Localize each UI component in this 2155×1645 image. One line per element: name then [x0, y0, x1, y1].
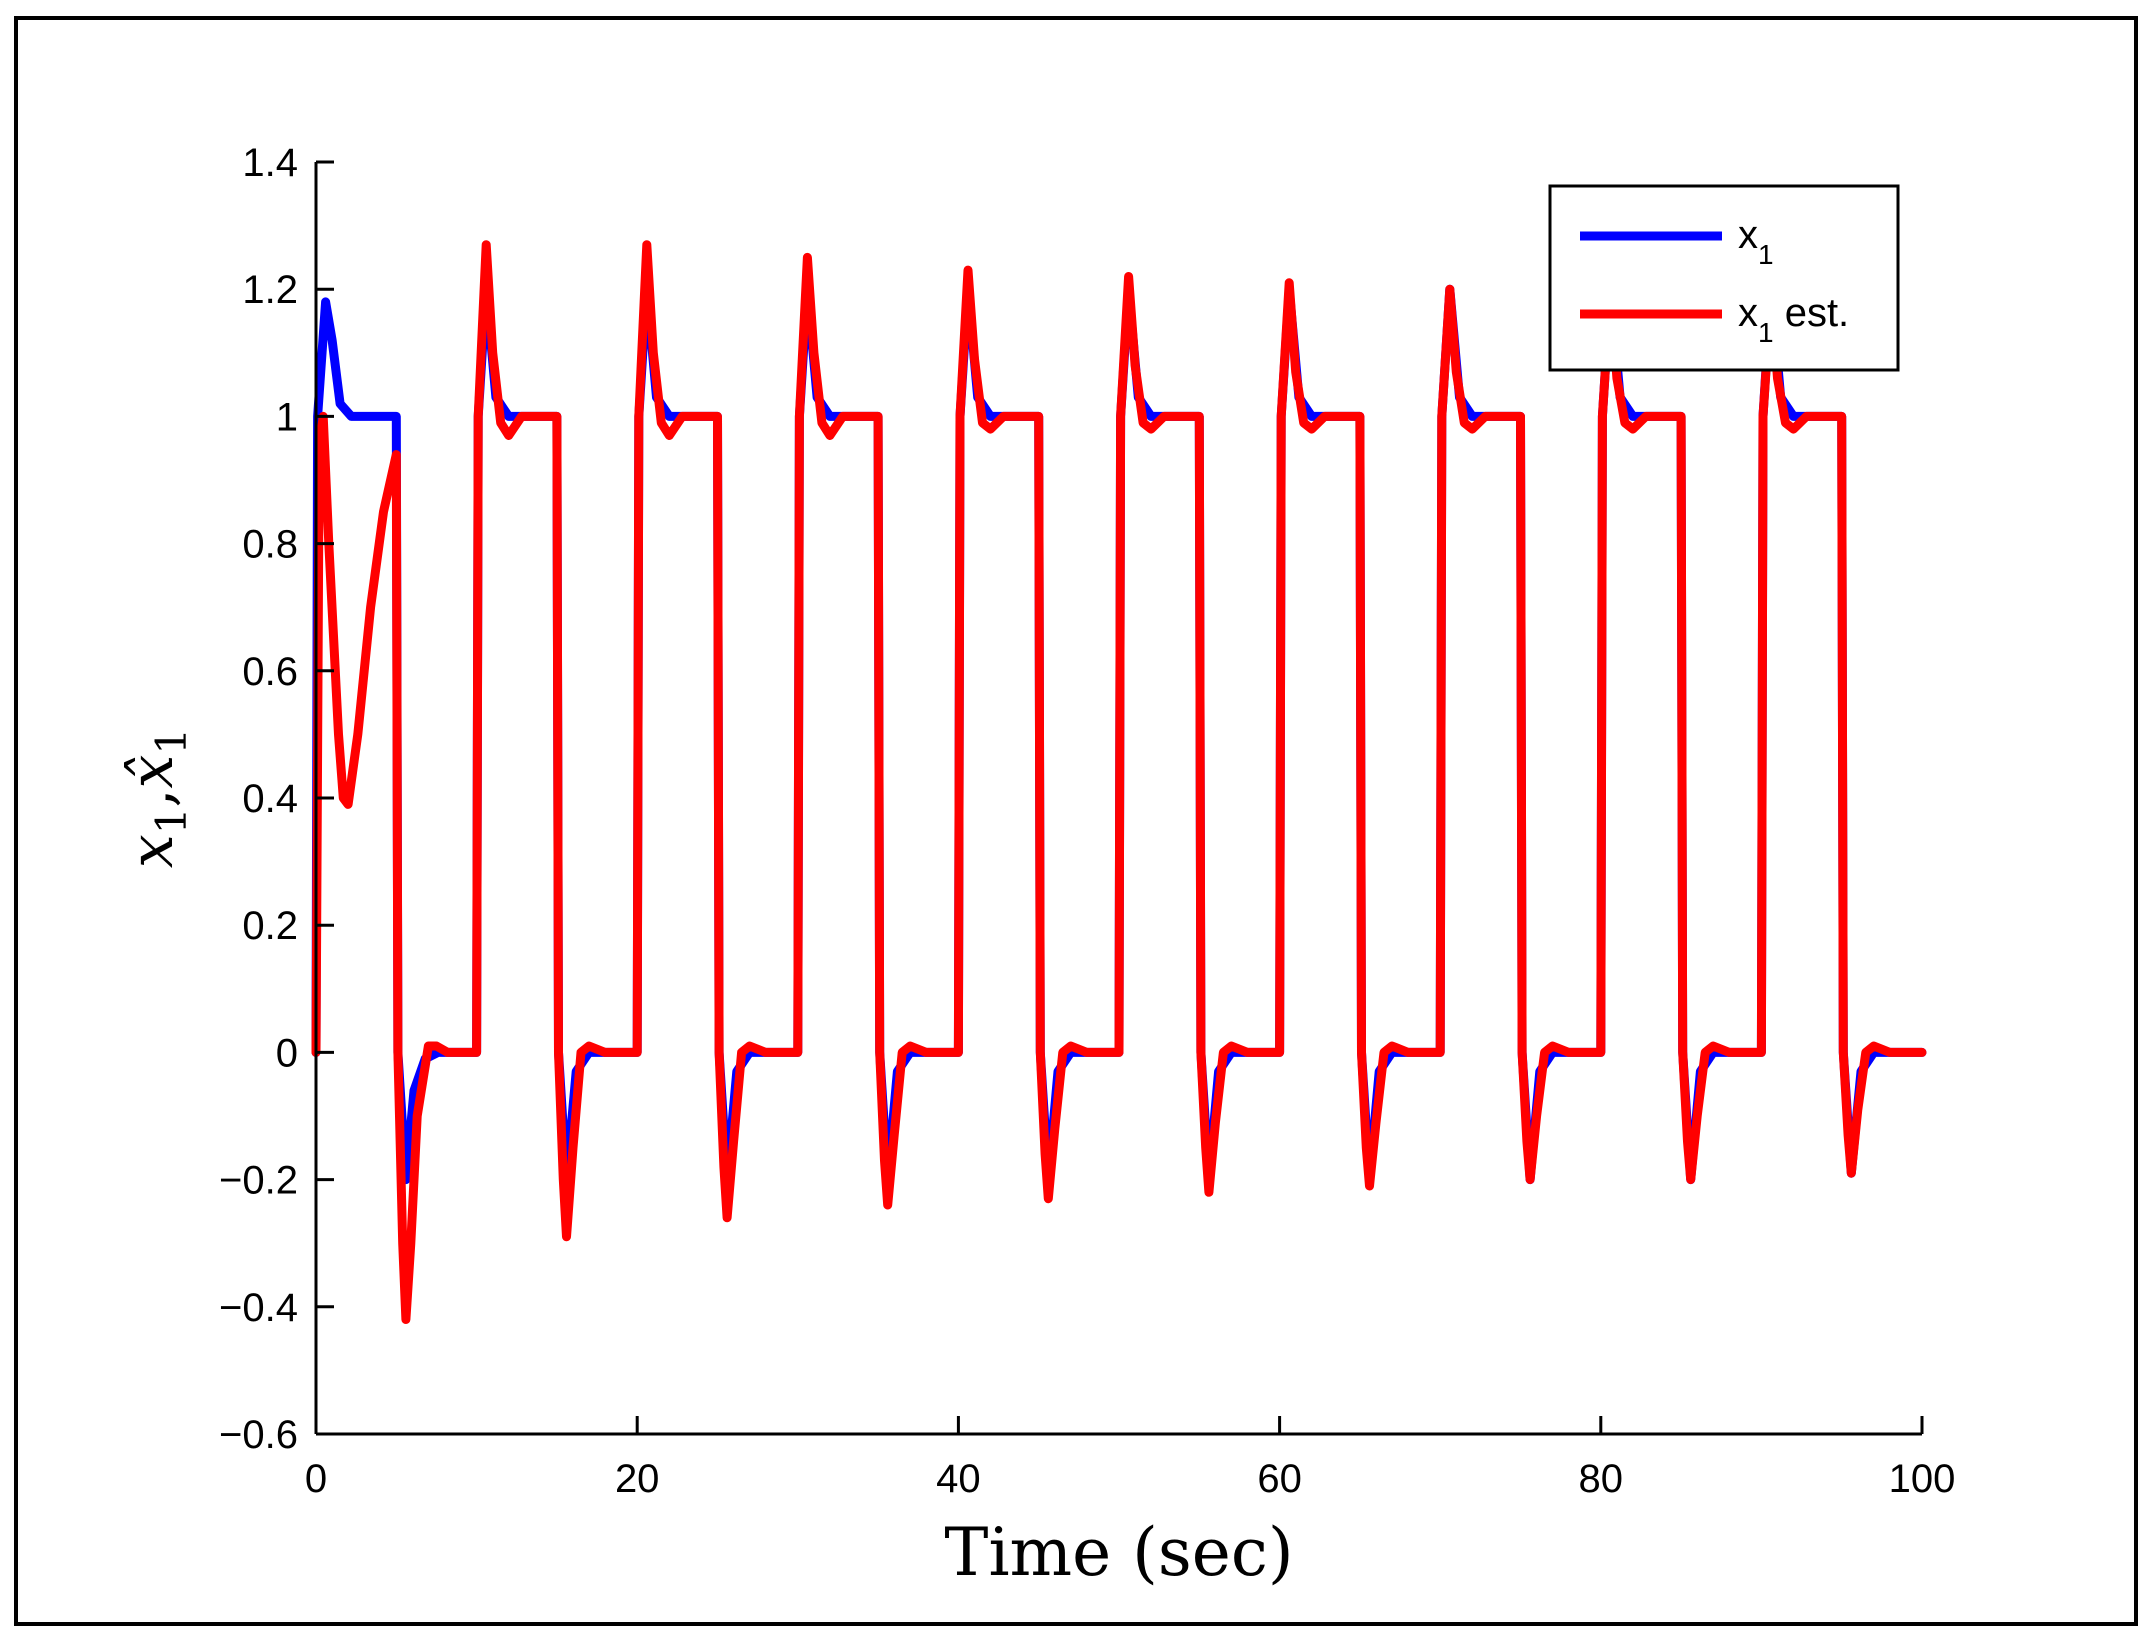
- legend-box: [1548, 184, 1900, 372]
- x-tick-label: 80: [1579, 1457, 1624, 1501]
- y-axis-label: x1,x̂1: [117, 728, 196, 868]
- x-axis-label: Time (sec): [944, 1514, 1293, 1591]
- y-tick-label: 1.4: [242, 141, 298, 185]
- legend-label-x1-est: x1 est.: [1738, 291, 1849, 348]
- y-tick-label: 1.2: [242, 268, 298, 312]
- y-axis-label-hat: x̂: [117, 755, 187, 789]
- x-tick-label: 40: [936, 1457, 981, 1501]
- x-tick-label: 60: [1257, 1457, 1302, 1501]
- ticks-layer: 0 20 40 60 80 100 −0.6 −0.4 −0.2 0 0.2 0.4 0.6 0.8 1 1.…: [219, 141, 1955, 1501]
- x-tick-label: 100: [1889, 1457, 1956, 1501]
- y-axis-label-sub: 1: [147, 808, 196, 835]
- x-tick-label: 0: [305, 1457, 327, 1501]
- y-tick-label: −0.6: [219, 1413, 298, 1457]
- y-axis-label-sep: ,: [117, 788, 187, 807]
- y-tick-label: 0.2: [242, 904, 298, 948]
- y-axis-label-base: x: [117, 834, 187, 868]
- y-axis-label-hat-sub: 1: [147, 728, 196, 755]
- y-tick-label: −0.2: [219, 1159, 298, 1203]
- legend-label-x1: x1: [1738, 213, 1774, 270]
- series-layer: [311, 240, 1927, 1324]
- legend: x1 x1 est.: [1548, 184, 1900, 372]
- y-tick-label: 0.4: [242, 777, 298, 821]
- y-tick-label: 1: [276, 395, 298, 439]
- y-tick-label: 0.6: [242, 650, 298, 694]
- y-tick-label: 0.8: [242, 523, 298, 567]
- x-tick-label: 20: [615, 1457, 660, 1501]
- series-line-x1-est: [311, 240, 1927, 1324]
- y-tick-label: 0: [276, 1031, 298, 1075]
- y-tick-label: −0.4: [219, 1286, 298, 1330]
